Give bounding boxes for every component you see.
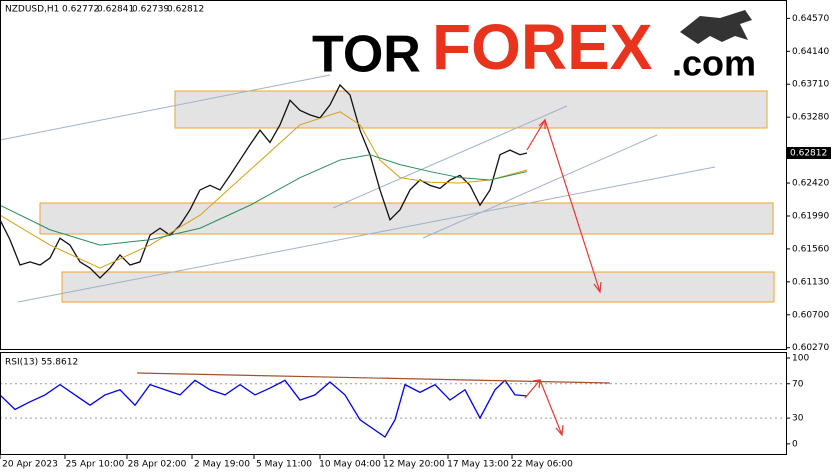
y-tick-label: 70 — [792, 379, 804, 389]
ohlc-close: 0.62812 — [167, 5, 204, 15]
price-panel-frame — [0, 0, 787, 350]
logo-com: .com — [672, 43, 756, 84]
series-line — [0, 154, 528, 246]
series-line — [0, 111, 528, 269]
x-tick-label: 2 May 19:00 — [194, 460, 250, 470]
rsi-panel-frame — [0, 352, 787, 455]
frames — [0, 0, 787, 455]
y-tick-label: 0.64140 — [792, 47, 829, 57]
y-tick-label: 100 — [792, 354, 809, 364]
plot — [0, 83, 785, 438]
last-price-label: 0.62812 — [790, 149, 827, 159]
trend-lines — [0, 74, 716, 303]
y-tick-label: 0.60700 — [792, 310, 829, 320]
arrow-head — [593, 281, 602, 294]
y-tick-label: 0.64570 — [792, 14, 829, 24]
y-tick-label: 0.60270 — [792, 343, 829, 353]
trend-line — [332, 105, 568, 209]
logo-tor: TOR — [312, 26, 421, 84]
y-tick-label: 0.63710 — [792, 80, 829, 90]
x-tick-label: 25 Apr 10:00 — [66, 460, 125, 470]
y-tick-label: 0.61560 — [792, 244, 829, 254]
symbol: NZDUSD,H1 — [5, 5, 59, 15]
x-tick-label: 17 May 13:00 — [447, 460, 509, 470]
x-tick-label: 20 Apr 2023 — [2, 460, 58, 470]
trend-line — [422, 134, 658, 239]
y-tick-label: 0.63280 — [792, 113, 829, 123]
forecast-arrows — [136, 118, 611, 437]
zone — [39, 202, 774, 235]
ohlc-high: 0.62841 — [97, 5, 134, 15]
series-line — [0, 379, 528, 438]
x-tick-label: 22 May 06:00 — [511, 460, 573, 470]
logo-bull — [680, 10, 752, 44]
x-tick-label: 5 May 11:00 — [256, 460, 312, 470]
y-tick-label: 0.61130 — [792, 277, 829, 287]
x-tick-label: 28 Apr 02:00 — [128, 460, 187, 470]
y-tick-label: 0.62420 — [792, 179, 829, 189]
y-tick-label: 30 — [792, 414, 804, 424]
logo-forex: FOREX — [432, 11, 653, 83]
x-tick-label: 12 May 20:00 — [383, 460, 445, 470]
arrow-head — [555, 424, 564, 437]
arrow-head — [532, 379, 541, 389]
zone — [61, 271, 775, 303]
trend-line — [0, 74, 331, 141]
zones — [39, 90, 775, 303]
last-price-badge — [787, 147, 831, 160]
series-line — [0, 83, 528, 279]
trend-line — [17, 166, 716, 303]
y-tick-label: 0.61990 — [792, 211, 829, 221]
rsi-title: RSI(13) 55.8612 — [5, 358, 78, 368]
zone — [174, 90, 768, 129]
ohlc-low: 0.62739 — [132, 5, 169, 15]
x-tick-label: 10 May 04:00 — [319, 460, 381, 470]
y-tick-label: 0 — [792, 439, 798, 449]
rsi-trend-line — [136, 372, 611, 384]
ohlc-open: 0.62772 — [62, 5, 99, 15]
arrow-head — [538, 118, 546, 129]
